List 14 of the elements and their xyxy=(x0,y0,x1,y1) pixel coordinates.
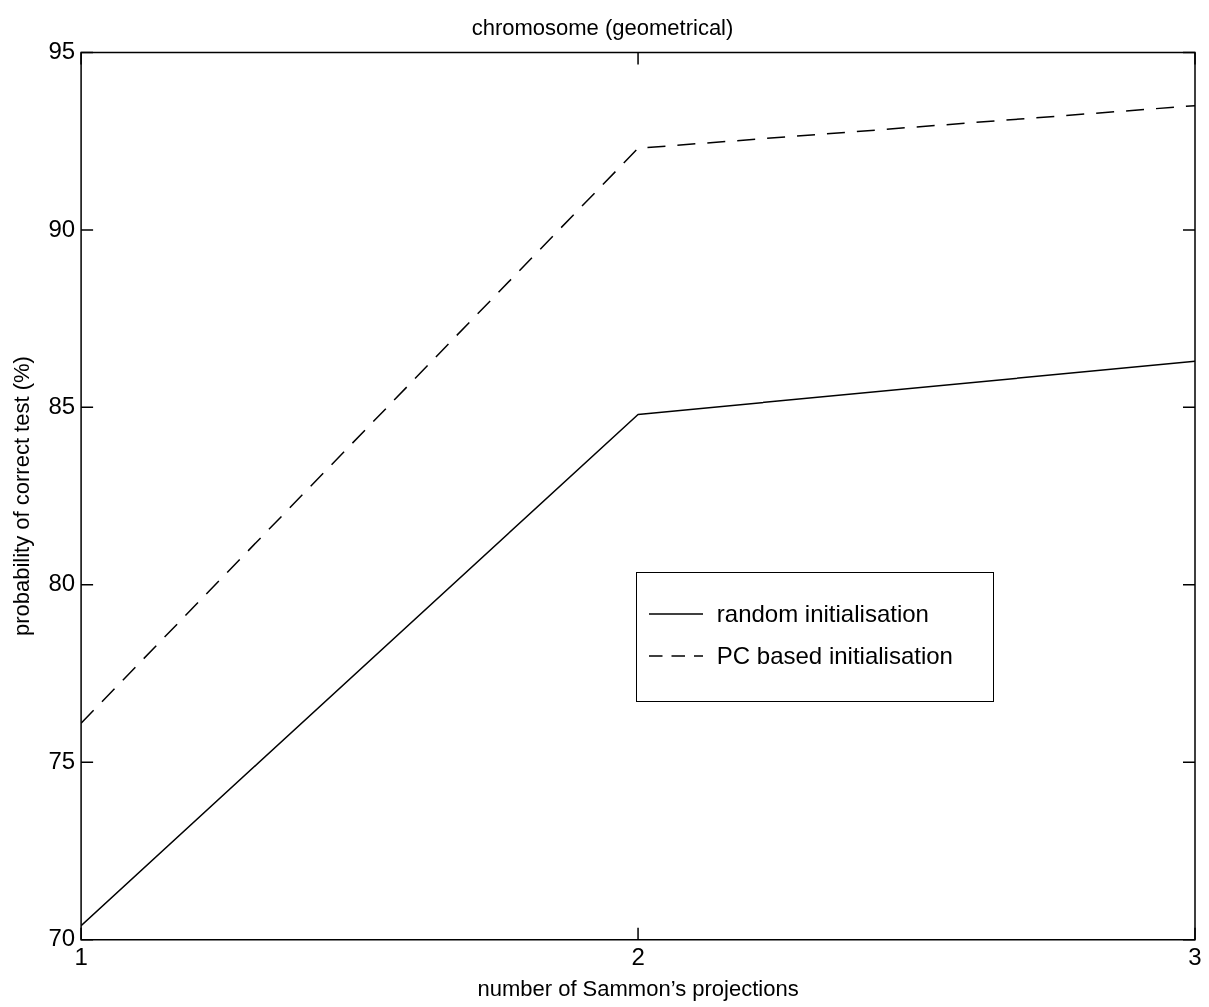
y-tick-label: 85 xyxy=(48,391,76,419)
x-tick-label: 2 xyxy=(631,942,645,970)
legend-label: PC based initialisation xyxy=(716,641,953,670)
y-tick-label: 70 xyxy=(48,924,76,952)
y-axis-title: probability of correct test (%) xyxy=(9,356,35,637)
x-tick-label: 1 xyxy=(74,942,88,970)
chart-title: chromosome (geometrical) xyxy=(471,15,734,41)
x-tick-label: 3 xyxy=(1188,942,1202,970)
legend-label: random initialisation xyxy=(716,599,929,628)
y-tick-label: 75 xyxy=(48,746,76,774)
y-tick-label: 90 xyxy=(48,214,76,242)
x-axis-title: number of Sammon’s projections xyxy=(477,975,799,1001)
y-tick-label: 80 xyxy=(48,569,76,597)
y-tick-label: 95 xyxy=(48,37,76,65)
